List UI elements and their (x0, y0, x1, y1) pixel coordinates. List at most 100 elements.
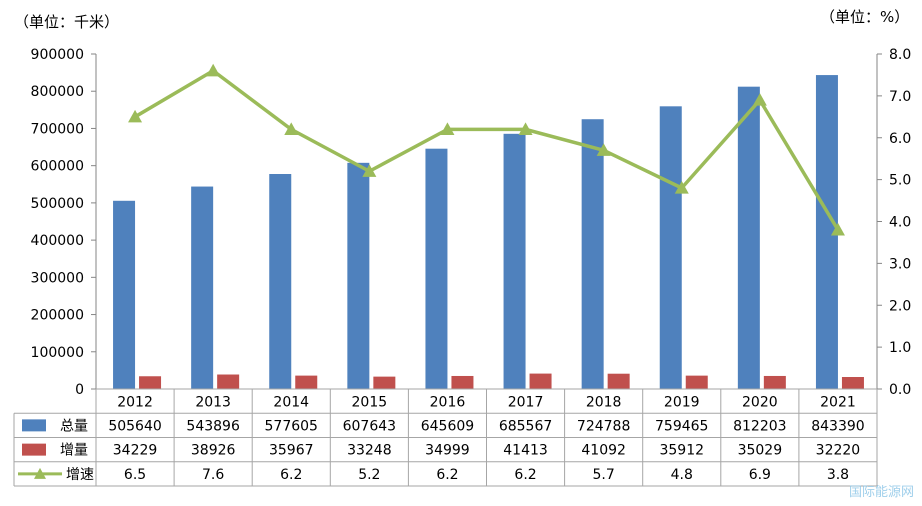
legend-label-2: 增速 (66, 467, 94, 483)
x-tick-label: 2016 (430, 394, 466, 410)
table-cell: 843390 (811, 418, 864, 434)
bar-increase-2021 (841, 377, 864, 389)
x-tick-label: 2015 (352, 394, 388, 410)
bar-increase-2016 (451, 375, 474, 389)
right-tick-label: 6.0 (889, 131, 911, 147)
bar-increase-2020 (763, 375, 786, 389)
bar-total-2019 (659, 106, 682, 390)
right-tick-label: 1.0 (889, 340, 911, 356)
left-tick-label: 100000 (31, 345, 84, 361)
table-cell: 505640 (108, 418, 161, 434)
table-cell: 4.8 (671, 467, 693, 483)
left-tick-label: 800000 (31, 84, 84, 100)
bar-increase-2018 (607, 373, 630, 389)
bar-total-2018 (581, 119, 604, 389)
watermark: 国际能源网 (848, 485, 914, 500)
right-tick-label: 5.0 (889, 173, 911, 189)
table-cell: 812203 (733, 418, 786, 434)
table-cell: 34229 (113, 443, 158, 459)
table-cell: 685567 (499, 418, 552, 434)
right-tick-label: 7.0 (889, 89, 911, 105)
growth-marker-2015 (362, 164, 377, 177)
growth-marker-2013 (206, 63, 221, 77)
growth-marker-2018 (596, 143, 611, 156)
bar-total-2020 (737, 86, 760, 389)
right-tick-label: 3.0 (889, 256, 911, 272)
legend-swatch-0 (22, 419, 46, 432)
left-tick-label: 300000 (31, 270, 84, 286)
table-cell: 35029 (738, 443, 783, 459)
left-tick-label: 400000 (31, 233, 84, 249)
legend-label-1: 增量 (60, 443, 88, 459)
bar-increase-2013 (217, 374, 240, 389)
right-tick-label: 2.0 (889, 298, 911, 314)
left-tick-label: 200000 (31, 308, 84, 324)
left-tick-label: 900000 (31, 47, 84, 63)
table-cell: 645609 (421, 418, 474, 434)
x-tick-label: 2017 (508, 394, 544, 410)
x-tick-label: 2021 (820, 394, 856, 410)
table-cell: 724788 (577, 418, 630, 434)
table-cell: 35912 (659, 443, 704, 459)
legend-marker-swatch (34, 467, 46, 479)
left-tick-label: 700000 (31, 121, 84, 137)
left-unit-label: （单位：千米） (14, 13, 119, 31)
growth-marker-2012 (128, 109, 143, 123)
bar-total-2021 (815, 75, 838, 389)
bar-total-2013 (191, 186, 214, 389)
x-tick-label: 2020 (742, 394, 778, 410)
table-cell: 577605 (265, 418, 318, 434)
table-cell: 3.8 (827, 467, 849, 483)
right-axis: 0.0 1.0 2.0 3.0 4.0 5.0 6.0 7.0 8.0 (876, 47, 911, 398)
right-tick-label: 4.0 (889, 215, 911, 231)
table-cell: 5.7 (593, 467, 615, 483)
left-tick-label: 0 (75, 382, 84, 398)
x-tick-label: 2014 (273, 394, 309, 410)
table-cell: 759465 (655, 418, 708, 434)
table-cell: 41413 (503, 443, 548, 459)
growth-line (134, 69, 840, 231)
bar-increase-2012 (139, 376, 162, 389)
x-tick-label: 2018 (586, 394, 622, 410)
bar-total-2017 (503, 133, 526, 389)
left-axis: 0 100000 200000 300000 400000 500000 600000 700… (31, 47, 97, 398)
left-tick-label: 500000 (31, 196, 84, 212)
table-cell: 543896 (186, 418, 240, 434)
bars (113, 75, 864, 390)
growth-marker-2019 (674, 181, 689, 194)
table-cell: 607643 (343, 418, 396, 434)
x-tick-label: 2012 (117, 394, 153, 410)
table-cell: 5.2 (358, 467, 380, 483)
table-cell: 32220 (816, 443, 861, 459)
legend-label-0: 总量 (60, 418, 88, 434)
growth-marker-2021 (830, 222, 845, 236)
x-tick-label: 2013 (195, 394, 231, 410)
table-cell: 35967 (269, 443, 314, 459)
table-cell: 34999 (425, 443, 470, 459)
bar-increase-2017 (529, 373, 552, 389)
table-cell: 6.9 (749, 467, 771, 483)
bar-total-2015 (347, 162, 370, 389)
table-cell: 6.2 (514, 467, 536, 483)
growth-line-series (128, 63, 845, 236)
table-cell: 33248 (347, 443, 392, 459)
right-tick-label: 8.0 (889, 47, 911, 63)
bar-total-2014 (269, 174, 292, 389)
bar-total-2016 (425, 148, 448, 389)
bar-total-2012 (113, 200, 136, 389)
left-tick-label: 600000 (31, 159, 84, 175)
table-cell: 6.2 (280, 467, 302, 483)
table-cell: 38926 (191, 443, 236, 459)
legend-swatch-1 (22, 443, 46, 456)
table-cell: 6.5 (124, 467, 146, 483)
data-table: 2012 2013 2014 2015 2016 2017 2018 2019 2020 2021… (13, 388, 878, 487)
growth-marker-2016 (440, 122, 455, 135)
growth-marker-2014 (284, 122, 299, 135)
growth-marker-2017 (518, 122, 533, 135)
growth-marker-2020 (752, 93, 767, 106)
right-tick-label: 0.0 (889, 382, 911, 398)
table-cell: 41092 (581, 443, 626, 459)
x-tick-label: 2019 (664, 394, 700, 410)
table-cell: 7.6 (202, 467, 224, 483)
